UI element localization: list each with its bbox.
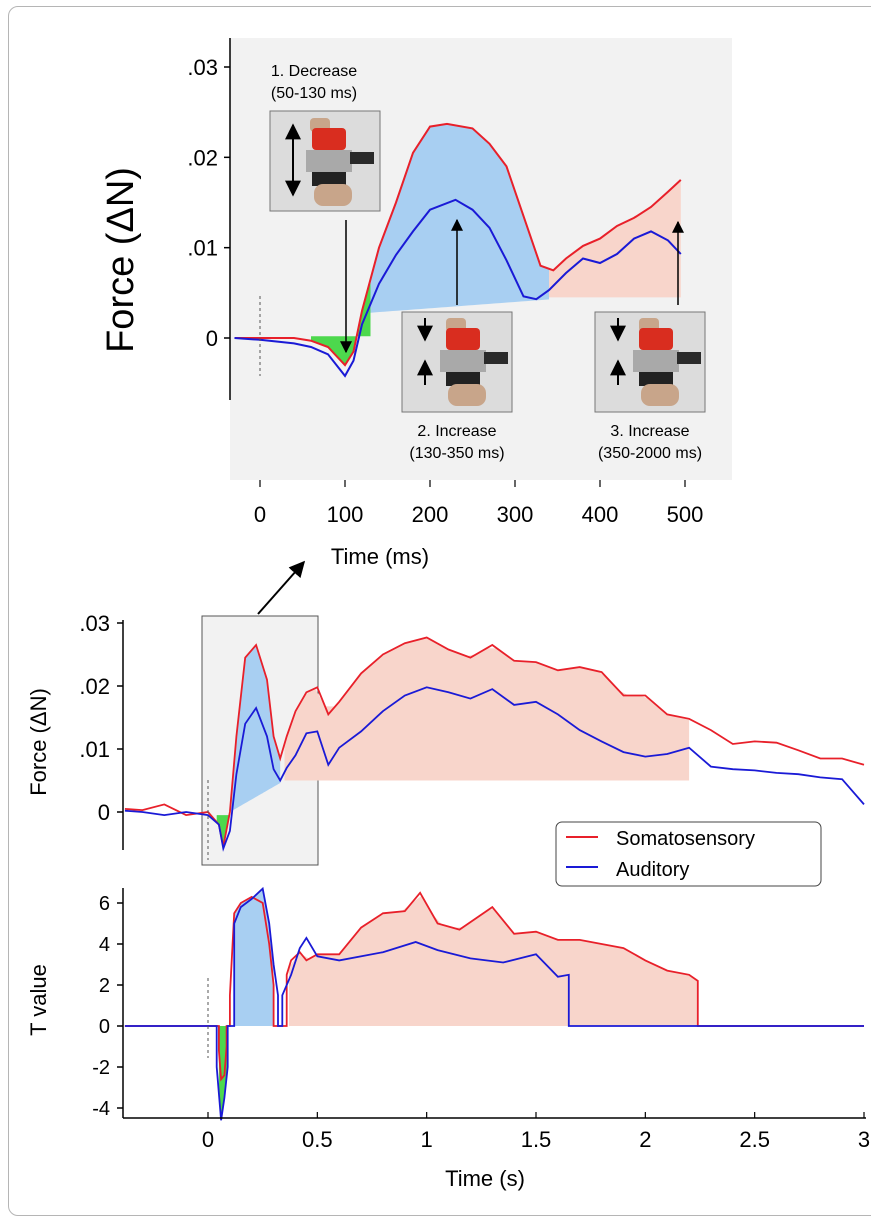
tvalue-y-ticks: 6 4 2 0 -2 -4 xyxy=(92,893,123,1120)
inset-y-axis-title: Force (ΔN) xyxy=(100,167,142,353)
tvalue-x-tick-label: 0 xyxy=(202,1127,214,1152)
inset-x-axis-title: Time (ms) xyxy=(331,544,429,569)
window-1-label: 1. Decrease xyxy=(271,63,357,80)
force-panel: .03 .02 .01 0 Force (ΔN) Somatosensory Audi… xyxy=(26,611,865,887)
force-sensor-photo-increase-early xyxy=(401,311,513,413)
inset-y-tick-label: 0 xyxy=(206,326,218,351)
legend: Somatosensory Auditory xyxy=(555,821,822,887)
inset-x-tick-label: 0 xyxy=(254,502,266,527)
force-y-ticks: .03 .02 .01 0 xyxy=(79,611,123,825)
force-y-tick-label: 0 xyxy=(98,800,110,825)
force-lines xyxy=(124,636,865,852)
inset-fill-window-2 xyxy=(370,124,549,313)
inset-lines xyxy=(234,122,682,378)
tvalue-x-tick-label: 2 xyxy=(639,1127,651,1152)
window-2-range: (130-350 ms) xyxy=(409,445,504,462)
force-y-axis-title: Force (ΔN) xyxy=(26,688,51,796)
tvalue-line-auditory xyxy=(124,886,864,1121)
tvalue-fill-window-2 xyxy=(234,889,274,1026)
tvalue-x-ticks: 0 0.5 1 1.5 2 2.5 3 xyxy=(202,1112,870,1152)
inset-y-ticks: .03 .02 .01 0 xyxy=(187,55,230,351)
zoom-arrow xyxy=(257,560,306,615)
tvalue-y-tick-label: 4 xyxy=(99,934,110,956)
tvalue-y-tick-label: 2 xyxy=(99,975,110,997)
force-y-tick-label: .01 xyxy=(79,737,110,762)
tvalue-lines xyxy=(124,886,864,1121)
tvalue-y-tick-label: 6 xyxy=(99,893,110,915)
inset-line-auditory xyxy=(234,198,682,378)
legend-label-somatosensory: Somatosensory xyxy=(616,828,755,850)
force-line-auditory xyxy=(124,686,865,852)
inset-x-ticks: 0 100 200 300 400 500 xyxy=(254,480,703,527)
force-y-tick-label: .02 xyxy=(79,674,110,699)
window-1-range: (50-130 ms) xyxy=(271,85,357,102)
inset-x-tick-label: 200 xyxy=(412,502,449,527)
tvalue-y-axis-title: T value xyxy=(26,964,51,1036)
inset-x-tick-label: 300 xyxy=(497,502,534,527)
tvalue-x-tick-label: 0.5 xyxy=(302,1127,333,1152)
tvalue-x-tick-label: 1.5 xyxy=(521,1127,552,1152)
tvalue-fills xyxy=(218,889,698,1121)
tvalue-x-tick-label: 2.5 xyxy=(739,1127,770,1152)
force-fill-window-3 xyxy=(284,637,690,781)
inset-y-tick-label: .02 xyxy=(187,145,218,170)
inset-fill-window-1 xyxy=(311,279,371,365)
window-3-range: (350-2000 ms) xyxy=(598,445,702,462)
force-fill-window-1 xyxy=(216,812,230,847)
inset-y-tick-label: .03 xyxy=(187,55,218,80)
inset-x-tick-label: 100 xyxy=(327,502,364,527)
tvalue-x-tick-label: 3 xyxy=(858,1127,870,1152)
inset-line-somatosensory xyxy=(234,122,682,367)
tvalue-x-tick-label: 1 xyxy=(421,1127,433,1152)
force-y-tick-label: .03 xyxy=(79,611,110,636)
legend-label-auditory: Auditory xyxy=(616,859,689,881)
inset-panel: .03 .02 .01 0 0 100 200 300 400 500 Time (ms) Fo… xyxy=(100,38,732,569)
tvalue-y-tick-label: -4 xyxy=(92,1098,110,1120)
tvalue-y-tick-label: -2 xyxy=(92,1057,110,1079)
tvalue-panel: 6 4 2 0 -2 -4 0 0.5 1 1.5 2 2.5 3 T value Time (s) xyxy=(26,886,870,1191)
force-sensor-photo-decrease xyxy=(269,110,381,212)
force-sensor-photo-increase-late xyxy=(594,311,706,413)
tvalue-x-axis-title: Time (s) xyxy=(445,1166,525,1191)
inset-y-tick-label: .01 xyxy=(187,236,218,261)
inset-x-tick-label: 500 xyxy=(667,502,704,527)
window-3-label: 3. Increase xyxy=(610,423,689,440)
force-line-somatosensory xyxy=(124,636,865,847)
tvalue-y-tick-label: 0 xyxy=(99,1016,110,1038)
window-2-label: 2. Increase xyxy=(417,423,496,440)
inset-x-tick-label: 400 xyxy=(582,502,619,527)
